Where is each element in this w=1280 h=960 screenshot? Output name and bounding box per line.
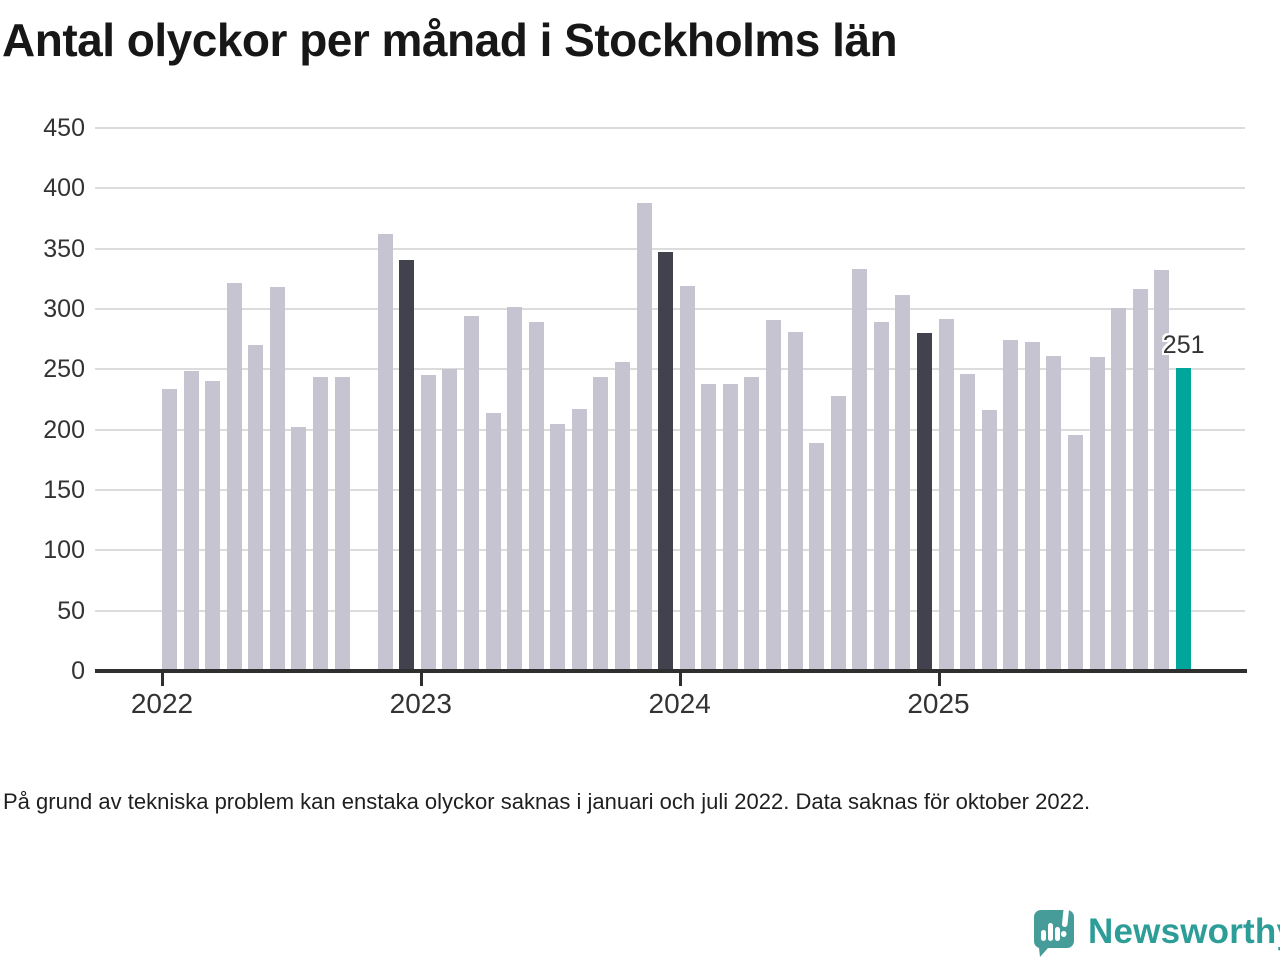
bar-nov-2023 xyxy=(636,202,652,671)
bar-glyph-1 xyxy=(1041,930,1046,941)
newsworthy-logo: Newsworthy xyxy=(1030,906,1280,958)
bar-jan-2025 xyxy=(938,318,954,671)
x-axis-tick-2023 xyxy=(419,673,423,686)
bar-dec-2024 xyxy=(917,333,932,671)
bar-glyph-2 xyxy=(1048,923,1053,941)
gridline-450 xyxy=(95,127,1245,129)
bar-nov-2022 xyxy=(377,234,393,671)
bar-mar-2024 xyxy=(722,383,738,671)
bar-okt-2024 xyxy=(873,322,889,671)
bar-jun-2022 xyxy=(269,287,285,671)
exclamation-glyph xyxy=(1060,907,1069,937)
y-axis-label-450: 450 xyxy=(43,114,85,142)
bar-apr-2022 xyxy=(226,282,242,671)
bar-chart: 0 50 100 150 200 250 300 350 400 450 2022 2023 2024 2… xyxy=(43,114,1247,719)
y-axis-label-150: 150 xyxy=(43,476,85,504)
x-axis-label-2025: 2025 xyxy=(907,688,970,719)
bar-jan-2023 xyxy=(420,375,436,671)
bar-aug-2023 xyxy=(571,409,587,671)
page-title: Antal olyckor per månad i Stockholms län xyxy=(2,14,898,66)
bar-apr-2024 xyxy=(744,376,760,671)
bar-nov-2024 xyxy=(895,294,911,671)
x-axis-tick-2024 xyxy=(678,673,682,686)
gridline-400 xyxy=(95,187,1245,190)
bar-sep-2022 xyxy=(334,376,350,671)
y-axis-label-100: 100 xyxy=(43,536,85,565)
footnote-text: På grund av tekniska problem kan enstaka… xyxy=(3,789,1091,814)
bar-jun-2023 xyxy=(528,322,544,671)
bar-sep-2025 xyxy=(1111,307,1127,671)
y-axis-label-300: 300 xyxy=(43,295,85,323)
bar-jul-2025 xyxy=(1067,434,1083,671)
bar-jun-2025 xyxy=(1046,356,1062,671)
bar-maj-2025 xyxy=(1024,341,1040,671)
newsworthy-bubble-chart-icon xyxy=(1033,907,1074,957)
bar-jun-2024 xyxy=(787,331,803,671)
bar-feb-2025 xyxy=(960,374,976,671)
bar-glyph-3 xyxy=(1055,927,1060,941)
bar-feb-2022 xyxy=(183,370,199,671)
bar-feb-2023 xyxy=(442,369,458,671)
x-axis-tick-2022 xyxy=(161,673,164,686)
bar-apr-2023 xyxy=(485,412,501,671)
latest-value-label: 251 xyxy=(1162,331,1205,360)
y-axis-label-200: 200 xyxy=(43,415,85,444)
bar-jul-2023 xyxy=(550,423,566,671)
bar-mar-2023 xyxy=(464,316,479,671)
x-axis-label-2024: 2024 xyxy=(648,688,711,719)
y-axis-label-250: 250 xyxy=(43,355,85,384)
bar-jul-2022 xyxy=(291,427,307,671)
bar-aug-2022 xyxy=(313,376,328,671)
bar-jan-2022 xyxy=(162,388,177,671)
bar-maj-2023 xyxy=(507,306,523,671)
bar-jul-2024 xyxy=(809,442,825,671)
bar-dec-2025 xyxy=(1175,368,1191,671)
bar-maj-2022 xyxy=(248,345,264,671)
y-axis-label-350: 350 xyxy=(43,234,85,263)
newsworthy-brand-name: Newsworthy xyxy=(1088,912,1280,951)
bar-jan-2024 xyxy=(679,286,695,671)
bar-mar-2025 xyxy=(981,410,997,671)
y-axis-label-0: 0 xyxy=(71,657,85,685)
x-axis-line xyxy=(95,669,1247,673)
bar-okt-2025 xyxy=(1132,288,1148,671)
bar-maj-2024 xyxy=(766,319,781,671)
bar-sep-2024 xyxy=(852,269,868,671)
y-axis-label-50: 50 xyxy=(57,596,85,625)
x-axis-label-2022: 2022 xyxy=(130,688,194,719)
gridline-350 xyxy=(95,247,1245,250)
bar-sep-2023 xyxy=(593,376,609,671)
x-axis-label-2023: 2023 xyxy=(389,688,452,719)
bar-mar-2022 xyxy=(205,381,221,671)
bar-aug-2024 xyxy=(830,395,846,671)
bar-nov-2025 xyxy=(1154,270,1170,671)
x-axis-tick-2025 xyxy=(937,673,941,686)
bar-apr-2025 xyxy=(1003,340,1019,671)
y-axis-label-400: 400 xyxy=(43,174,85,203)
bar-dec-2022 xyxy=(399,259,415,671)
bar-okt-2023 xyxy=(615,362,630,671)
bar-feb-2024 xyxy=(701,383,717,671)
bar-aug-2025 xyxy=(1089,357,1105,671)
bar-dec-2023 xyxy=(658,252,674,671)
